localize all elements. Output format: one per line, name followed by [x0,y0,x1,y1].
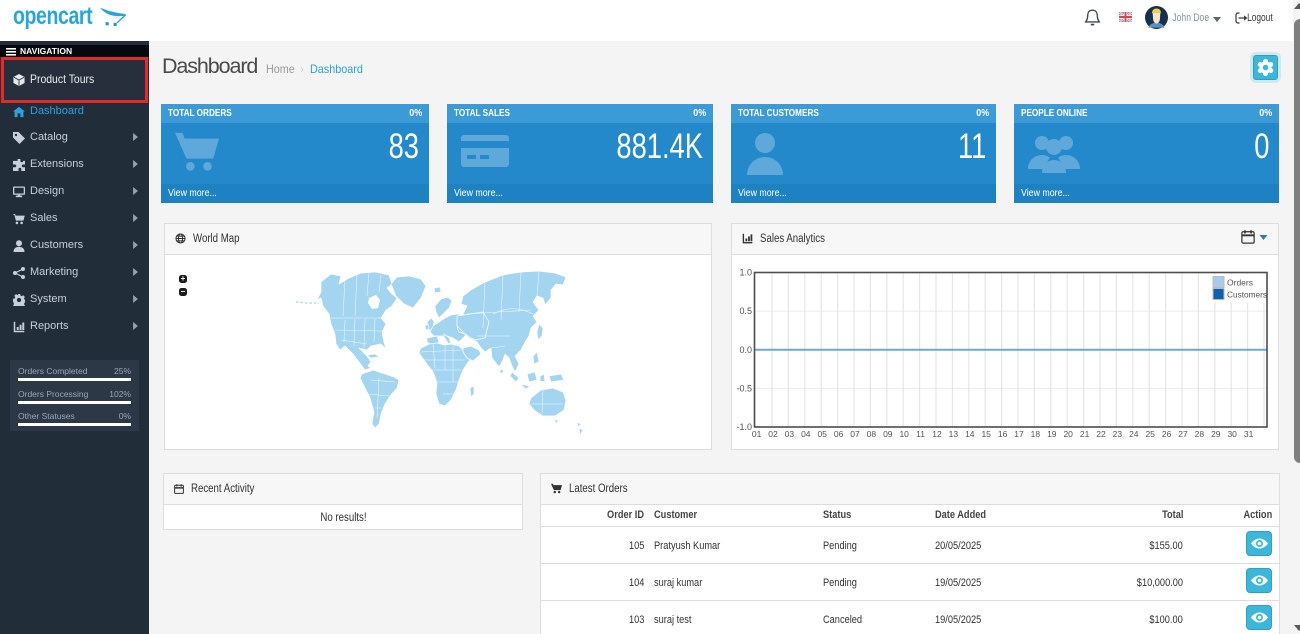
svg-text:-1.0: -1.0 [736,422,752,432]
svg-text:30: 30 [1227,429,1237,439]
svg-text:19: 19 [1047,429,1057,439]
svg-text:16: 16 [998,429,1008,439]
svg-text:26: 26 [1162,429,1172,439]
svg-text:31: 31 [1244,429,1254,439]
svg-text:Orders: Orders [1227,278,1253,288]
svg-text:12: 12 [932,429,942,439]
svg-text:13: 13 [949,429,959,439]
svg-text:Customers: Customers [1227,290,1267,300]
svg-text:05: 05 [817,429,827,439]
svg-text:11: 11 [916,429,925,439]
svg-text:24: 24 [1129,429,1139,439]
svg-text:03: 03 [785,429,795,439]
svg-text:21: 21 [1080,429,1090,439]
svg-text:14: 14 [965,429,975,439]
svg-text:04: 04 [801,429,811,439]
svg-text:01: 01 [752,429,762,439]
svg-text:08: 08 [867,429,877,439]
svg-text:0.5: 0.5 [739,306,752,316]
svg-text:27: 27 [1178,429,1188,439]
svg-text:23: 23 [1113,429,1123,439]
svg-text:06: 06 [834,429,844,439]
svg-text:10: 10 [899,429,909,439]
svg-text:02: 02 [768,429,778,439]
svg-text:29: 29 [1211,429,1221,439]
svg-text:28: 28 [1195,429,1205,439]
svg-text:18: 18 [1031,429,1041,439]
svg-text:17: 17 [1014,429,1024,439]
svg-text:0.0: 0.0 [739,345,752,355]
svg-text:09: 09 [883,429,893,439]
svg-text:25: 25 [1145,429,1155,439]
svg-text:-0.5: -0.5 [736,383,752,393]
svg-text:20: 20 [1063,429,1073,439]
svg-text:07: 07 [850,429,860,439]
svg-text:22: 22 [1096,429,1106,439]
svg-text:1.0: 1.0 [739,268,752,278]
svg-text:15: 15 [981,429,991,439]
